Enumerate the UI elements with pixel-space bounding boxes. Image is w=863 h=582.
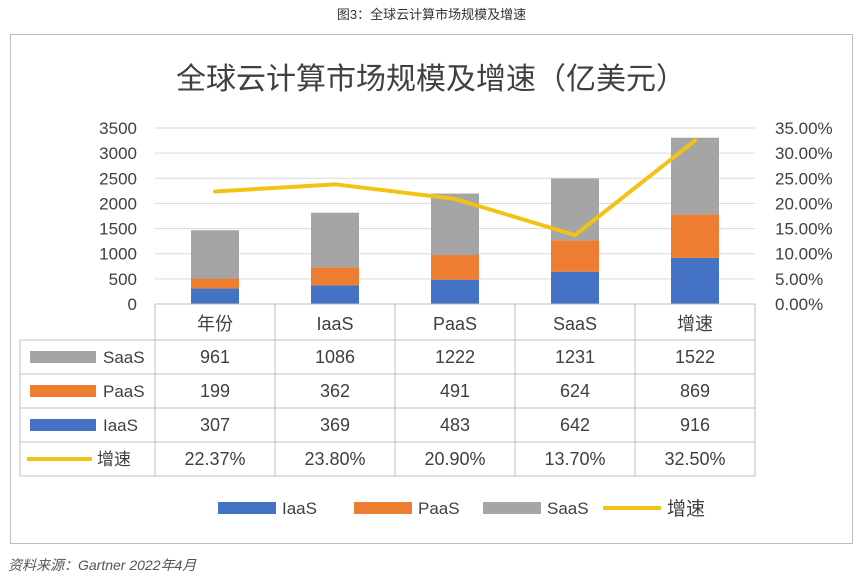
- legend-label: SaaS: [547, 499, 589, 518]
- chart-title: 全球云计算市场规模及增速（亿美元）: [176, 63, 686, 96]
- table-row-label: PaaS: [103, 382, 145, 401]
- y-tick-label: 500: [109, 270, 137, 289]
- bar-iaas: [191, 288, 239, 304]
- table-cell: 642: [560, 415, 590, 435]
- y2-tick-label: 25.00%: [775, 169, 833, 188]
- table-row-label: 增速: [97, 450, 131, 469]
- bar-saas: [191, 230, 239, 279]
- y-tick-label: 0: [128, 295, 137, 314]
- table-cell: 22.37%: [184, 449, 245, 469]
- table-cell: 483: [440, 415, 470, 435]
- table-cell: 13.70%: [544, 449, 605, 469]
- legend-key-box: [483, 502, 541, 514]
- bar-paas: [551, 240, 599, 272]
- table-cell: 1522: [675, 347, 715, 367]
- y2-tick-label: 0.00%: [775, 295, 823, 314]
- table-cell: 199: [200, 381, 230, 401]
- y2-tick-label: 15.00%: [775, 220, 833, 239]
- y-tick-label: 1000: [99, 245, 137, 264]
- legend-label: PaaS: [418, 499, 460, 518]
- legend-label: IaaS: [282, 499, 317, 518]
- table-category-label: 增速: [677, 314, 713, 334]
- bar-iaas: [311, 285, 359, 304]
- table-cell: 307: [200, 415, 230, 435]
- bar-saas: [671, 137, 719, 215]
- legend-key-box: [354, 502, 412, 514]
- table-cell: 1086: [315, 347, 355, 367]
- bar-paas: [191, 278, 239, 289]
- table-cell: 1231: [555, 347, 595, 367]
- table-row-label: SaaS: [103, 348, 145, 367]
- table-category-label: 年份: [197, 314, 233, 334]
- bar-paas: [671, 214, 719, 258]
- y-tick-label: 2500: [99, 169, 137, 188]
- table-cell: 1222: [435, 347, 475, 367]
- table-cell: 23.80%: [304, 449, 365, 469]
- table-cell: 369: [320, 415, 350, 435]
- source-note: 资料来源：Gartner 2022年4月: [8, 557, 197, 573]
- table-cell: 491: [440, 381, 470, 401]
- y2-tick-label: 20.00%: [775, 194, 833, 213]
- table-category-label: PaaS: [433, 314, 477, 334]
- table-cell: 32.50%: [664, 449, 725, 469]
- bar-iaas: [671, 257, 719, 304]
- y2-tick-label: 30.00%: [775, 144, 833, 163]
- y-tick-label: 3000: [99, 144, 137, 163]
- bar-iaas: [551, 271, 599, 304]
- bar-saas: [311, 212, 359, 268]
- y-tick-label: 3500: [99, 119, 137, 138]
- table-row-label: IaaS: [103, 416, 138, 435]
- table-cell: 624: [560, 381, 590, 401]
- bar-paas: [431, 255, 479, 280]
- table-legend-key-box: [30, 385, 96, 397]
- bar-iaas: [431, 279, 479, 304]
- legend-label: 增速: [667, 498, 705, 520]
- table-category-label: SaaS: [553, 314, 597, 334]
- figure-caption: 图3：全球云计算市场规模及增速: [336, 7, 527, 22]
- table-cell: 362: [320, 381, 350, 401]
- table-cell: 961: [200, 347, 230, 367]
- table-legend-key-box: [30, 419, 96, 431]
- y-tick-label: 2000: [99, 194, 137, 213]
- y2-tick-label: 5.00%: [775, 270, 823, 289]
- table-cell: 20.90%: [424, 449, 485, 469]
- y2-tick-label: 10.00%: [775, 245, 833, 264]
- bar-paas: [311, 267, 359, 286]
- y-tick-label: 1500: [99, 220, 137, 239]
- table-cell: 869: [680, 381, 710, 401]
- table-category-label: IaaS: [316, 314, 353, 334]
- table-cell: 916: [680, 415, 710, 435]
- table-legend-key-box: [30, 351, 96, 363]
- y2-tick-label: 35.00%: [775, 119, 833, 138]
- legend-key-box: [218, 502, 276, 514]
